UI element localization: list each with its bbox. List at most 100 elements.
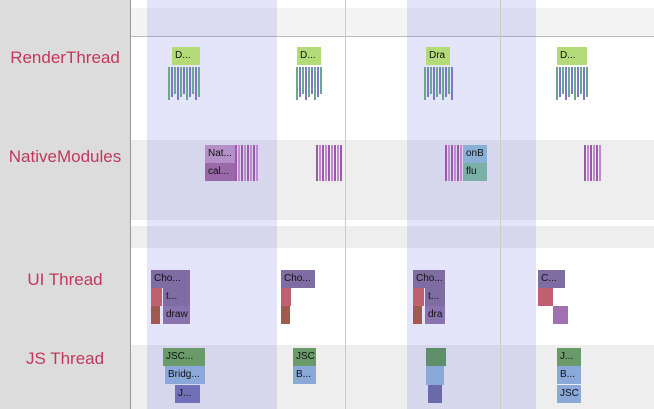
slice-stripe [559, 67, 561, 97]
slice-stripe [430, 67, 432, 94]
slice-stripe [426, 366, 444, 385]
label-column [0, 0, 130, 409]
slice: B... [293, 366, 316, 384]
track-bg [131, 226, 654, 248]
slice-stripe [553, 306, 568, 324]
slice-stripe [445, 145, 447, 181]
slice-stripe [593, 145, 595, 181]
slice-stripe [317, 67, 319, 97]
slice-stripe [577, 67, 579, 97]
slice-stripe [331, 145, 333, 181]
slice-stripe [426, 348, 446, 366]
slice: onB [463, 145, 487, 163]
slice-stripe [311, 67, 313, 94]
slice: draw [163, 306, 190, 324]
slice-stripe [565, 67, 567, 100]
slice: flu [463, 163, 487, 181]
slice-stripe [322, 145, 324, 181]
slice-stripe [314, 67, 316, 100]
slice-stripe [413, 288, 424, 306]
slice-stripe [590, 145, 592, 181]
slice-stripe [587, 145, 589, 181]
slice-stripe [183, 67, 185, 94]
slice-stripe [174, 67, 176, 94]
slice-stripe [451, 145, 453, 181]
slice-stripe [235, 145, 237, 181]
slice-stripe [586, 67, 588, 97]
slice: dra [425, 306, 445, 324]
thread-label: NativeModules [8, 147, 122, 166]
slice-stripe [305, 67, 307, 100]
slice-stripe [195, 67, 197, 100]
slice-stripe [192, 67, 194, 94]
slice-stripe [574, 67, 576, 100]
slice-stripe [584, 145, 586, 181]
slice-stripe [299, 67, 301, 97]
slice-stripe [334, 145, 336, 181]
slice: C... [538, 270, 565, 288]
slice-stripe [302, 67, 304, 94]
slice-stripe [320, 67, 322, 94]
slice: JSC [557, 385, 581, 403]
slice-stripe [442, 67, 444, 100]
slice: JSC [293, 348, 316, 366]
slice-stripe [457, 145, 459, 181]
slice-stripe [413, 306, 422, 324]
slice-stripe [599, 145, 601, 181]
slice: Cho... [413, 270, 445, 288]
slice-stripe [460, 145, 462, 181]
slice-stripe [241, 145, 243, 181]
slice-stripe [168, 67, 170, 100]
slice-stripe [328, 145, 330, 181]
thread-label: RenderThread [10, 48, 120, 67]
slice-stripe [538, 288, 553, 306]
slice: D... [297, 47, 321, 65]
slice-stripe [151, 306, 160, 324]
slice-stripe [296, 67, 298, 100]
slice-stripe [580, 67, 582, 94]
slice-stripe [247, 145, 249, 181]
slice-stripe [424, 67, 426, 100]
slice-stripe [340, 145, 342, 181]
slice-stripe [556, 67, 558, 100]
slice-stripe [250, 145, 252, 181]
slice-stripe [451, 67, 453, 100]
slice: JSC... [163, 348, 205, 366]
slice-stripe [177, 67, 179, 100]
slice-stripe [427, 67, 429, 97]
slice: J... [557, 348, 581, 366]
slice-stripe [171, 67, 173, 97]
slice-stripe [448, 67, 450, 94]
slice: Cho... [151, 270, 190, 288]
slice-stripe [337, 145, 339, 181]
slice: t... [425, 288, 445, 306]
slice-stripe [448, 145, 450, 181]
vsync-line [500, 0, 501, 409]
track-area [130, 0, 654, 409]
thread-label: UI Thread [27, 270, 103, 289]
slice-stripe [454, 145, 456, 181]
slice: Nat... [205, 145, 235, 163]
slice-stripe [433, 67, 435, 100]
slice-stripe [436, 67, 438, 97]
slice-stripe [319, 145, 321, 181]
slice-stripe [189, 67, 191, 97]
slice-stripe [596, 145, 598, 181]
slice: t... [163, 288, 190, 306]
slice-stripe [256, 145, 258, 181]
slice-stripe [428, 385, 442, 403]
slice: D... [557, 47, 587, 65]
slice-stripe [571, 67, 573, 94]
slice-stripe [253, 145, 255, 181]
slice: cal... [205, 163, 235, 181]
slice-stripe [198, 67, 200, 97]
slice-stripe [562, 67, 564, 94]
vsync-line [345, 0, 346, 409]
slice: Cho... [281, 270, 315, 288]
slice: Bridg... [165, 366, 205, 384]
slice-stripe [325, 145, 327, 181]
slice-stripe [316, 145, 318, 181]
slice-stripe [308, 67, 310, 97]
ruler [131, 8, 654, 37]
slice-stripe [244, 145, 246, 181]
